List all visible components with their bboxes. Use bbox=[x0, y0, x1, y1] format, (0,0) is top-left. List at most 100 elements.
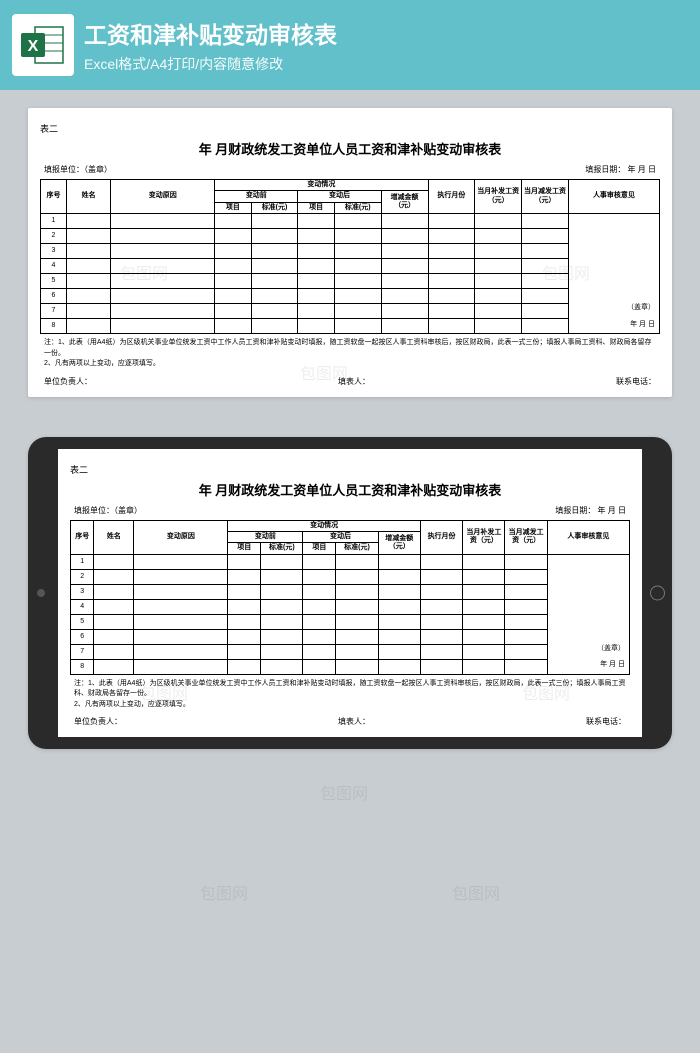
cell-review: （盖章）年 月 日 bbox=[547, 554, 629, 674]
cell-empty bbox=[420, 569, 462, 584]
sheet-meta-row: 填报单位：（盖章） 填报日期： 年 月 日 bbox=[40, 164, 660, 175]
th-review: 人事审核意见 bbox=[547, 520, 629, 554]
cell-empty bbox=[261, 629, 303, 644]
cell-empty bbox=[334, 244, 381, 259]
cell-empty bbox=[381, 319, 428, 334]
cell-empty bbox=[522, 244, 569, 259]
cell-empty bbox=[251, 274, 298, 289]
th-item-b: 项目 bbox=[228, 543, 261, 554]
table-row: 7 bbox=[71, 644, 630, 659]
th-name: 姓名 bbox=[94, 520, 134, 554]
cell-empty bbox=[378, 644, 420, 659]
sheet-title: 年 月财政统发工资单位人员工资和津补贴变动审核表 bbox=[70, 480, 630, 499]
cell-empty bbox=[251, 244, 298, 259]
preview-area: 表二 年 月财政统发工资单位人员工资和津补贴变动审核表 填报单位：（盖章） 填报… bbox=[0, 90, 700, 749]
table-row: 4 bbox=[41, 259, 660, 274]
cell-empty bbox=[381, 289, 428, 304]
cell-empty bbox=[261, 659, 303, 674]
cell-empty bbox=[134, 599, 228, 614]
table-row: 1（盖章）年 月 日 bbox=[71, 554, 630, 569]
cell-seq: 2 bbox=[71, 569, 94, 584]
cell-empty bbox=[228, 629, 261, 644]
cell-empty bbox=[67, 244, 111, 259]
cell-empty bbox=[428, 214, 475, 229]
cell-empty bbox=[475, 274, 522, 289]
cell-empty bbox=[522, 274, 569, 289]
cell-empty bbox=[298, 289, 334, 304]
cell-empty bbox=[378, 629, 420, 644]
cell-empty bbox=[67, 274, 111, 289]
cell-empty bbox=[67, 259, 111, 274]
cell-empty bbox=[463, 584, 505, 599]
cell-empty bbox=[134, 629, 228, 644]
cell-empty bbox=[428, 319, 475, 334]
table-row: 4 bbox=[71, 599, 630, 614]
cell-empty bbox=[67, 319, 111, 334]
cell-empty bbox=[111, 244, 215, 259]
th-item-a: 项目 bbox=[303, 543, 336, 554]
table-row: 8 bbox=[71, 659, 630, 674]
footer-filler: 填表人： bbox=[338, 716, 370, 727]
cell-empty bbox=[475, 244, 522, 259]
cell-empty bbox=[334, 289, 381, 304]
th-exec-month: 执行月份 bbox=[420, 520, 462, 554]
cell-empty bbox=[111, 229, 215, 244]
th-change-group: 变动情况 bbox=[228, 520, 421, 531]
table-row: 5 bbox=[41, 274, 660, 289]
cell-empty bbox=[111, 289, 215, 304]
cell-empty bbox=[463, 614, 505, 629]
th-before: 变动前 bbox=[215, 191, 298, 202]
cell-empty bbox=[261, 569, 303, 584]
cell-empty bbox=[261, 644, 303, 659]
cell-empty bbox=[463, 569, 505, 584]
cell-empty bbox=[505, 569, 547, 584]
cell-empty bbox=[94, 554, 134, 569]
cell-seq: 3 bbox=[41, 244, 67, 259]
cell-empty bbox=[134, 584, 228, 599]
cell-empty bbox=[215, 274, 251, 289]
note-2: 2、凡有两项以上变动，应逐项填写。 bbox=[44, 359, 656, 370]
cell-empty bbox=[505, 599, 547, 614]
audit-table: 序号 姓名 变动原因 变动情况 执行月份 当月补发工资（元） 当月减发工资（元）… bbox=[40, 179, 660, 334]
cell-empty bbox=[381, 259, 428, 274]
cell-empty bbox=[111, 214, 215, 229]
cell-empty bbox=[334, 274, 381, 289]
cell-empty bbox=[334, 214, 381, 229]
cell-empty bbox=[298, 319, 334, 334]
cell-empty bbox=[215, 244, 251, 259]
table-row: 1（盖章）年 月 日 bbox=[41, 214, 660, 229]
cell-empty bbox=[463, 629, 505, 644]
cell-seq: 8 bbox=[71, 659, 94, 674]
sheet-corner-label: 表二 bbox=[40, 122, 660, 135]
table-row: 2 bbox=[41, 229, 660, 244]
cell-empty bbox=[303, 629, 336, 644]
cell-review: （盖章）年 月 日 bbox=[568, 214, 659, 334]
cell-empty bbox=[228, 599, 261, 614]
cell-empty bbox=[298, 214, 334, 229]
audit-table: 序号 姓名 变动原因 变动情况 执行月份 当月补发工资（元） 当月减发工资（元）… bbox=[70, 520, 630, 675]
cell-seq: 4 bbox=[71, 599, 94, 614]
cell-empty bbox=[420, 614, 462, 629]
note-1: 注：1、此表（用A4纸）为区级机关事业单位统发工资中工作人员工资和津补贴变动时填… bbox=[74, 679, 626, 700]
table-row: 3 bbox=[71, 584, 630, 599]
cell-empty bbox=[475, 214, 522, 229]
cell-empty bbox=[94, 629, 134, 644]
cell-empty bbox=[134, 659, 228, 674]
cell-empty bbox=[215, 229, 251, 244]
cell-empty bbox=[428, 274, 475, 289]
cell-empty bbox=[505, 644, 547, 659]
cell-empty bbox=[475, 304, 522, 319]
cell-empty bbox=[67, 289, 111, 304]
cell-empty bbox=[298, 229, 334, 244]
cell-empty bbox=[215, 289, 251, 304]
th-pay-sub: 当月减发工资（元） bbox=[505, 520, 547, 554]
cell-empty bbox=[94, 599, 134, 614]
th-item-a: 项目 bbox=[298, 202, 334, 213]
cell-empty bbox=[67, 304, 111, 319]
cell-empty bbox=[428, 304, 475, 319]
cell-empty bbox=[251, 304, 298, 319]
excel-icon: X bbox=[12, 14, 74, 76]
th-exec-month: 执行月份 bbox=[428, 180, 475, 214]
cell-empty bbox=[334, 319, 381, 334]
th-std-b: 标准(元) bbox=[251, 202, 298, 213]
